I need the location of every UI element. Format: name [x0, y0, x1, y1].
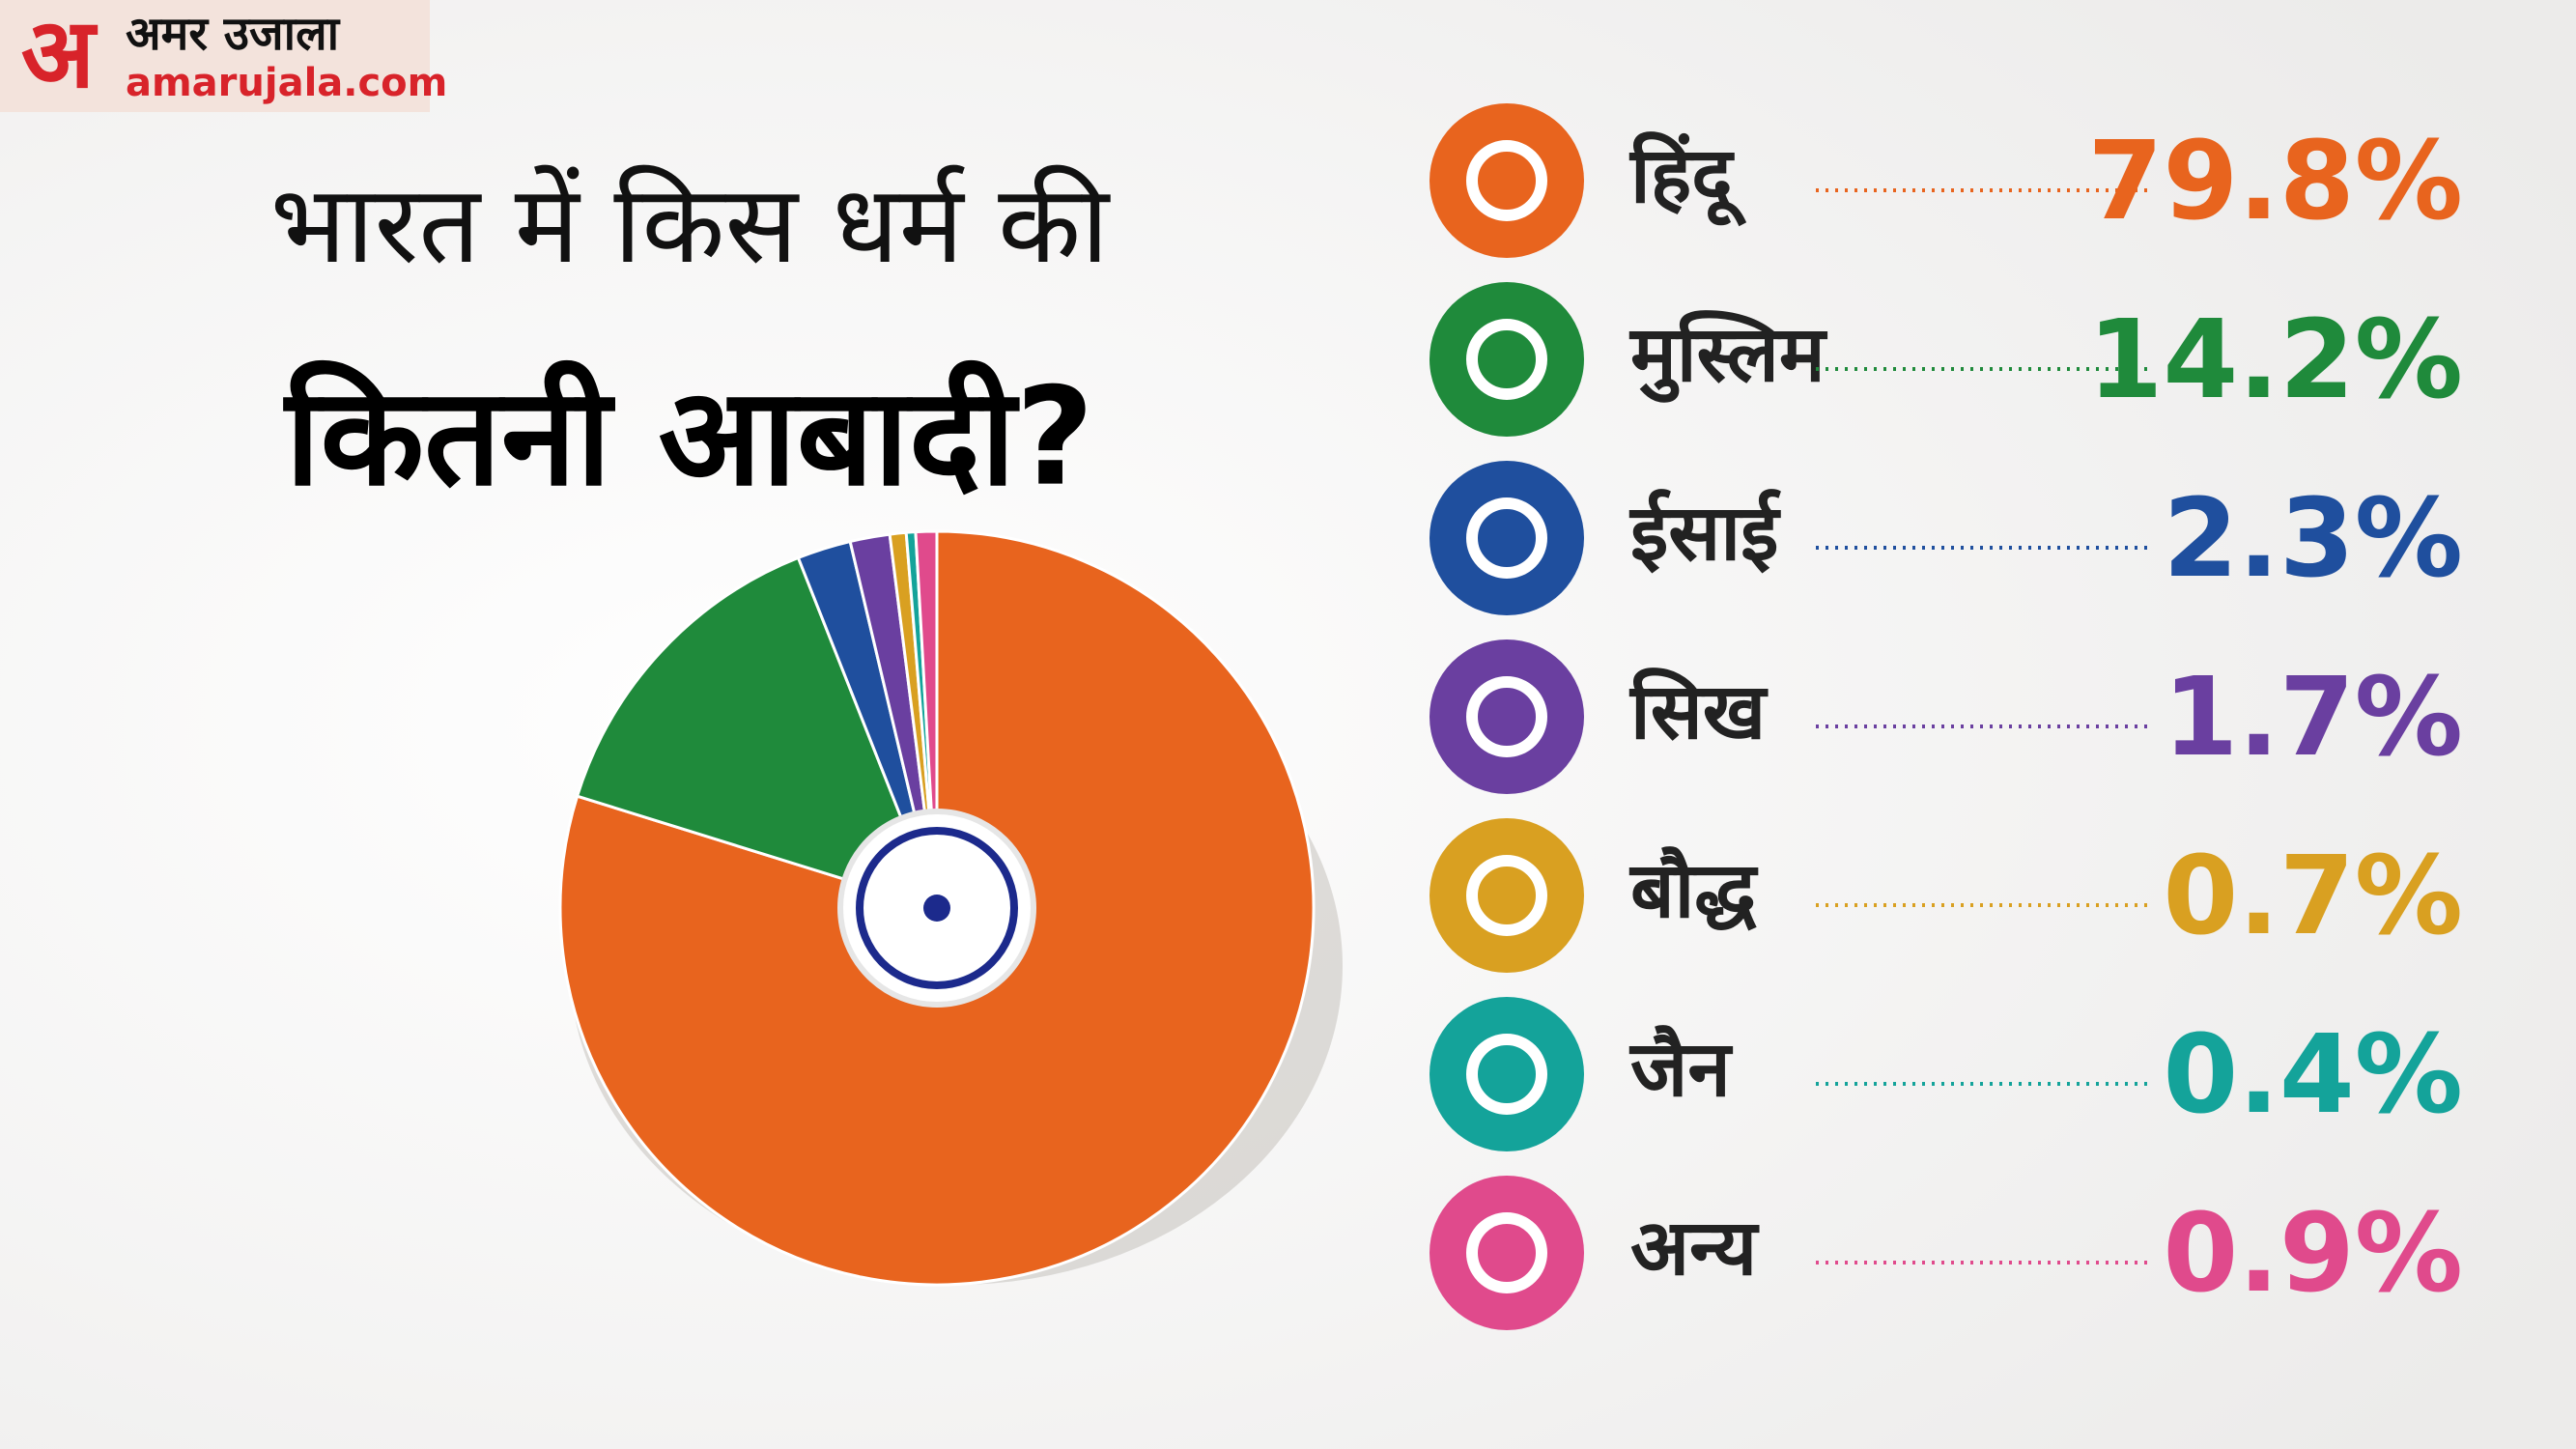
value-label: 79.8%	[2087, 119, 2463, 244]
legend-label: सिख	[1628, 667, 1769, 756]
value-label: 0.4%	[2163, 1012, 2463, 1138]
legend-label: अन्य	[1630, 1203, 1760, 1293]
legend-icon	[1430, 997, 1584, 1151]
logo-site: amarujala.com	[126, 61, 447, 105]
value-label: 0.9%	[2163, 1191, 2463, 1317]
legend-icon	[1430, 282, 1584, 437]
value-label: 0.7%	[2163, 834, 2463, 959]
legend-icon	[1430, 639, 1584, 794]
title-line: कितनी आबादी?	[282, 359, 1093, 517]
legend-icon	[1430, 103, 1584, 258]
legend-icon-symbol	[1466, 319, 1547, 400]
value-label: 14.2%	[2087, 298, 2463, 423]
chakra-hub	[923, 895, 950, 922]
chakra	[856, 827, 1018, 989]
legend-icon-symbol	[1466, 1034, 1547, 1115]
pie-slice	[558, 529, 1316, 1287]
legend-label: हिंदू	[1628, 130, 1746, 227]
value-label: 1.7%	[2163, 655, 2463, 781]
logo-name: अमर उजाला	[126, 7, 341, 61]
pie-slice	[575, 555, 940, 911]
logo-box	[0, 0, 430, 112]
legend-label: ईसाई	[1628, 488, 1782, 578]
legend-icon-symbol	[1466, 1212, 1547, 1293]
legend-icon-symbol	[1466, 140, 1547, 221]
legend-icon-symbol	[1466, 855, 1547, 936]
legend-icon	[1430, 818, 1584, 973]
legend-icon	[1430, 461, 1584, 615]
legend-icon-symbol	[1466, 676, 1547, 757]
logo-mark: अ	[21, 0, 99, 109]
legend-icon-symbol	[1466, 497, 1547, 579]
value-label: 2.3%	[2163, 476, 2463, 602]
title-line: भारत में किस धर्म की	[270, 162, 1111, 288]
legend-icon	[1430, 1176, 1584, 1330]
legend-label: बौद्ध	[1628, 845, 1758, 935]
legend: हिंदू 79.8% मुस्लिम 14.2% ईसाई 2.3% सिख 1.7% बौद…	[1430, 103, 2463, 1330]
legend-label: जैन	[1628, 1024, 1733, 1114]
legend-label: मुस्लिम	[1628, 309, 1828, 403]
